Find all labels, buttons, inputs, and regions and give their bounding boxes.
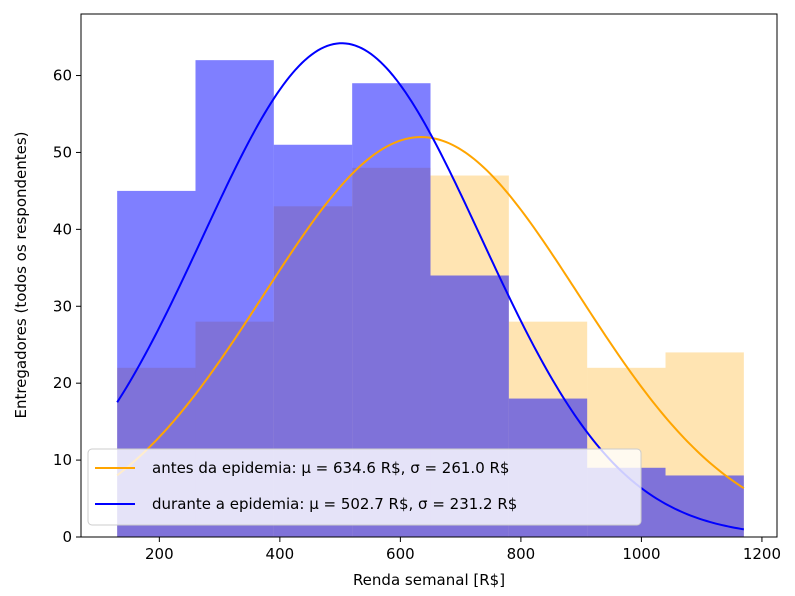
x-tick-label: 600 [386,545,415,563]
y-tick-label: 50 [53,143,72,161]
y-tick-label: 30 [53,297,72,315]
y-tick-label: 40 [53,220,72,238]
plot-frame [80,13,778,538]
fit-curve-antes [116,136,745,490]
legend-label-antes: antes da epidemia: μ = 634.6 R$, σ = 261… [152,459,509,477]
x-axis-label: Renda semanal [R$] [353,571,505,589]
x-tick-label: 800 [507,545,536,563]
x-tick-label: 1000 [622,545,660,563]
y-tick-label: 20 [53,374,72,392]
x-axis: 200 400 600 800 1000 1200 [145,537,781,563]
y-axis-label: Entregadores (todos os respondentes) [12,131,30,418]
x-tick-label: 400 [266,545,295,563]
x-tick-label: 200 [145,545,174,563]
y-axis: 0 10 20 30 40 50 60 [53,67,81,546]
y-tick-label: 60 [53,67,72,85]
legend: antes da epidemia: μ = 634.6 R$, σ = 261… [87,448,642,526]
x-tick-label: 1200 [743,545,781,563]
legend-label-durante: durante a epidemia: μ = 502.7 R$, σ = 23… [152,495,517,513]
y-tick-label: 0 [62,528,72,546]
legend-box [87,448,642,526]
y-tick-label: 10 [53,451,72,469]
